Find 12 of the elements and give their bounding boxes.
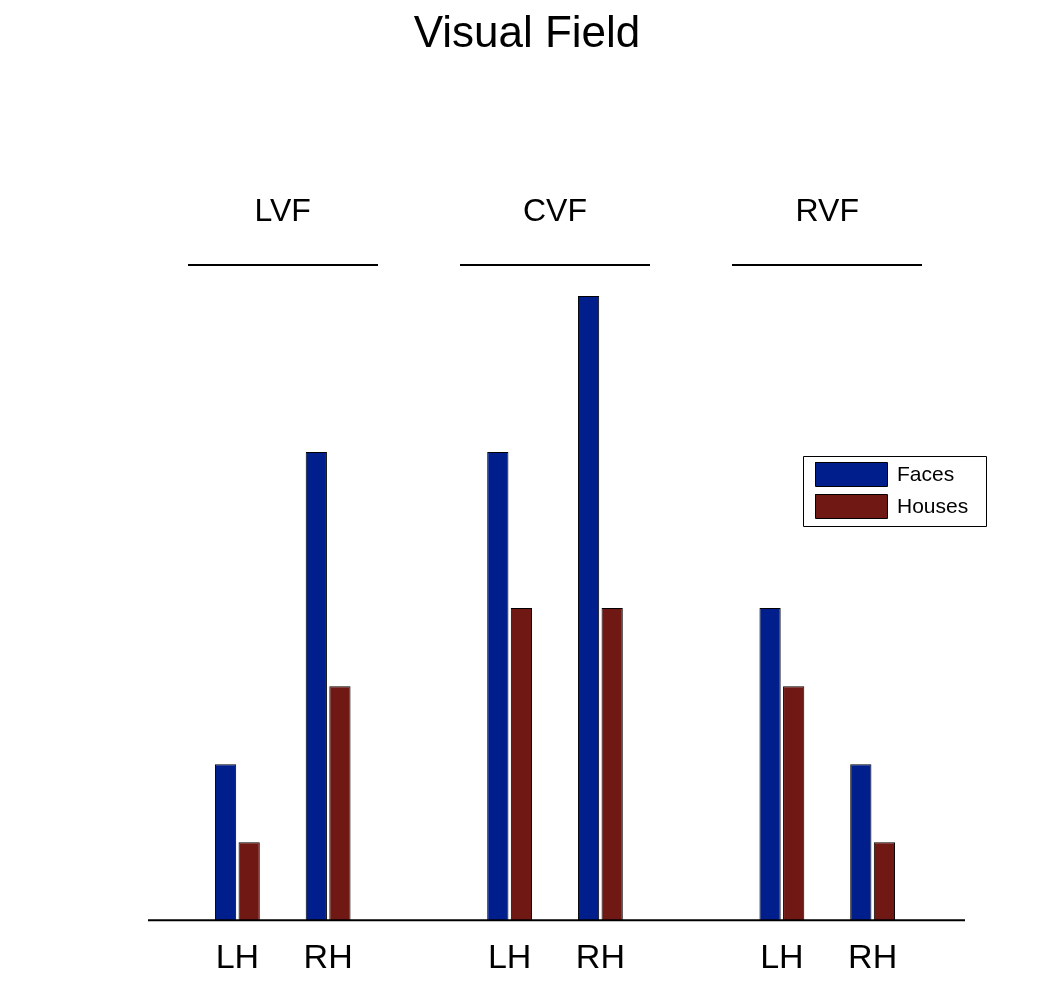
text: LVF <box>254 191 311 228</box>
x-tick-label: RH <box>848 936 898 975</box>
text: CVF <box>523 191 587 228</box>
x-tick-label: LH <box>487 936 532 975</box>
x-tick-label: LH <box>215 936 260 975</box>
legend-label: Houses <box>897 493 969 517</box>
legend-label: Faces <box>897 461 955 485</box>
text: RVF <box>795 191 859 228</box>
chart-title: Visual Field <box>413 7 641 57</box>
x-tick-label: RH <box>303 936 353 975</box>
x-tick-label: RH <box>575 936 625 975</box>
x-tick-label: LH <box>760 936 804 975</box>
